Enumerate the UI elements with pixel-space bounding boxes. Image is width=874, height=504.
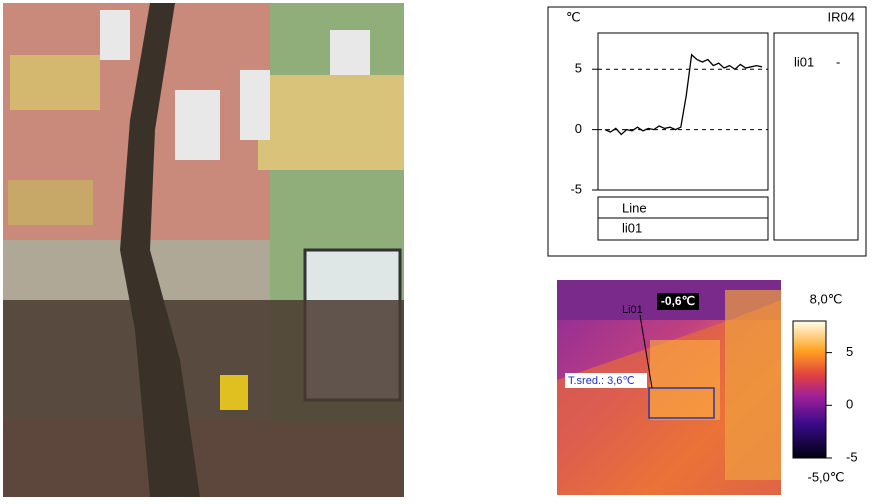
area-label: T.sred.: 3,6℃: [568, 375, 635, 387]
unit-label: ℃: [566, 9, 581, 24]
legend-entry: li01: [794, 54, 814, 69]
spot-label: -0,6℃: [661, 294, 695, 308]
plot-area: [597, 32, 769, 191]
y-tick-label: 0: [575, 121, 582, 136]
colorbar-min: -5,0℃: [807, 469, 844, 484]
series-line: [604, 53, 763, 136]
legend-entry: li01: [622, 220, 642, 235]
photo: [3, 3, 404, 497]
legend-header: Line: [622, 200, 647, 215]
line-label: Li01: [622, 304, 643, 316]
legend-panel: [773, 32, 859, 241]
colorbar-tick-label: 5: [846, 344, 853, 359]
y-tick-label: 5: [575, 61, 582, 76]
colorbar-max: 8,0℃: [810, 291, 843, 306]
y-tick-label: -5: [570, 181, 582, 196]
chart-title: IR04: [828, 9, 855, 24]
thermal-image: [557, 280, 781, 495]
colorbar: [792, 320, 827, 459]
chart-frame: [547, 6, 867, 257]
colorbar-tick-label: 0: [846, 397, 853, 412]
colorbar-tick-label: -5: [846, 449, 858, 464]
legend-value: -: [836, 54, 840, 69]
